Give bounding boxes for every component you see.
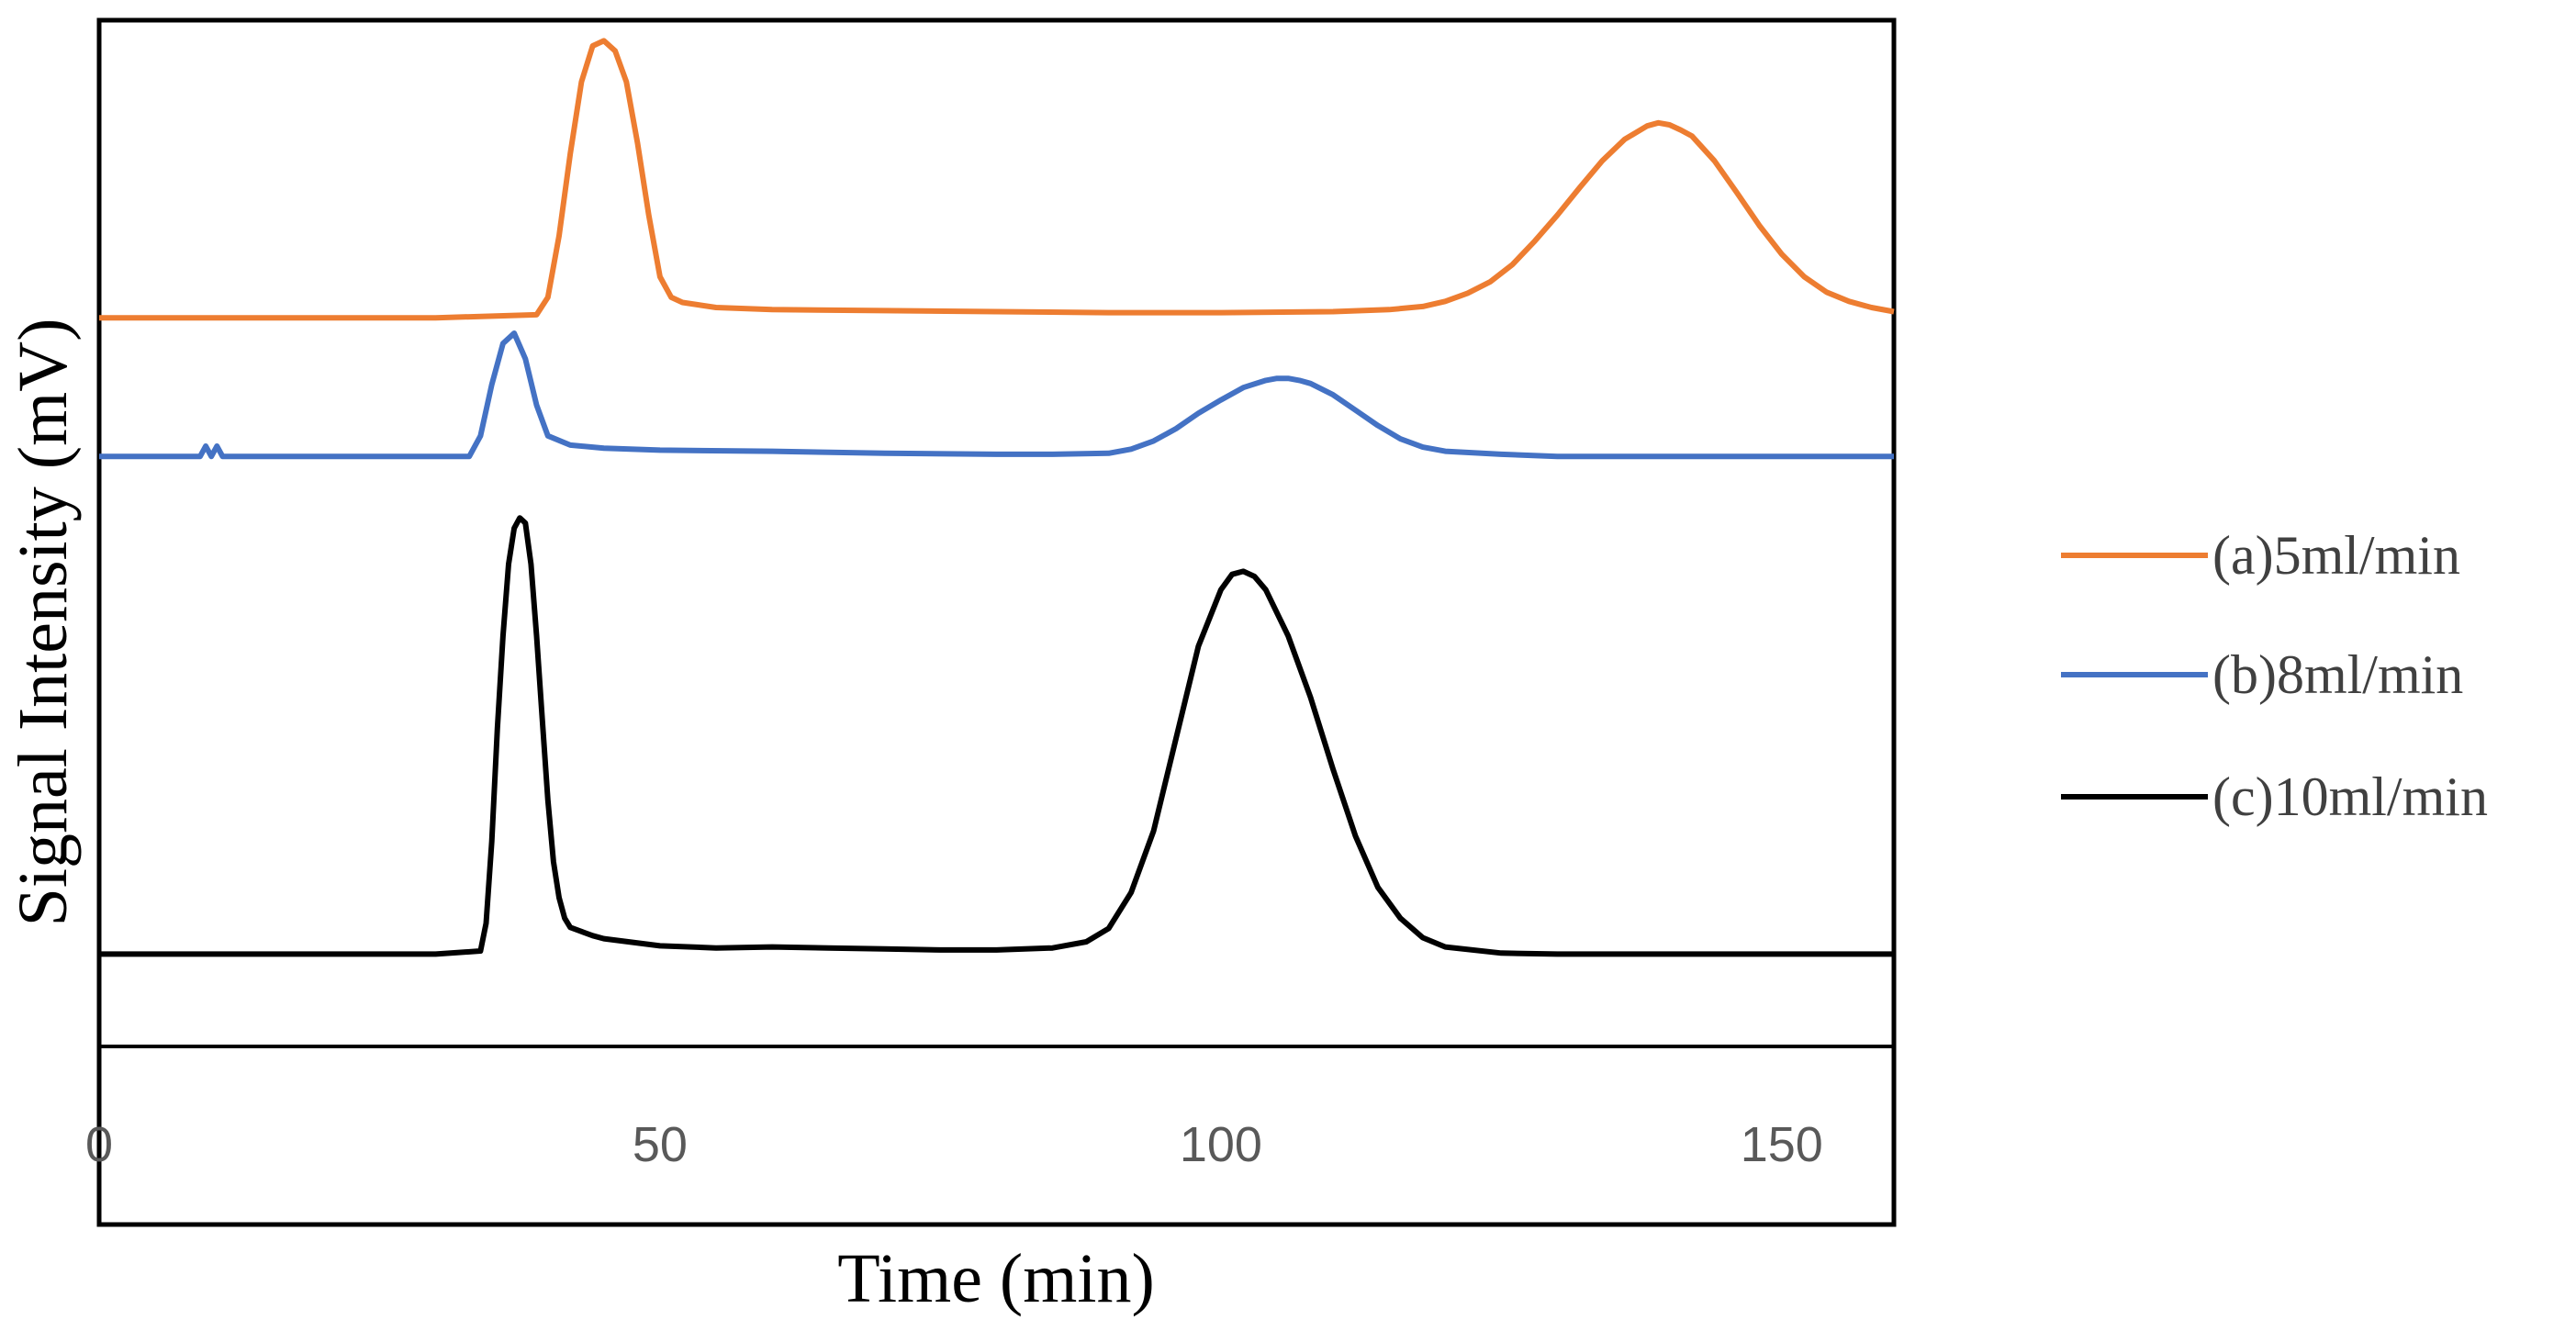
x-axis-label: Time (min) [837,1240,1155,1317]
legend: (a)5ml/min (b)8ml/min (c)10ml/min [2061,525,2488,827]
series-line-b [99,330,1894,460]
x-tick-label-150: 150 [1741,1117,1823,1172]
plot-frame [96,17,1897,1227]
x-tick-label-0: 0 [85,1117,113,1172]
y-axis-label: Signal Intensity (mV) [5,319,82,927]
series-line-c [99,515,1894,957]
x-tick-label-50: 50 [633,1117,688,1172]
x-tick-label-100: 100 [1180,1117,1262,1172]
series-line-a [99,38,1895,321]
legend-label-a: (a)5ml/min [2212,525,2460,586]
series-group [99,38,1895,957]
x-tick-labels: 0 50 100 150 [85,1117,1823,1172]
legend-label-c: (c)10ml/min [2212,766,2488,827]
legend-label-b: (b)8ml/min [2212,644,2463,705]
